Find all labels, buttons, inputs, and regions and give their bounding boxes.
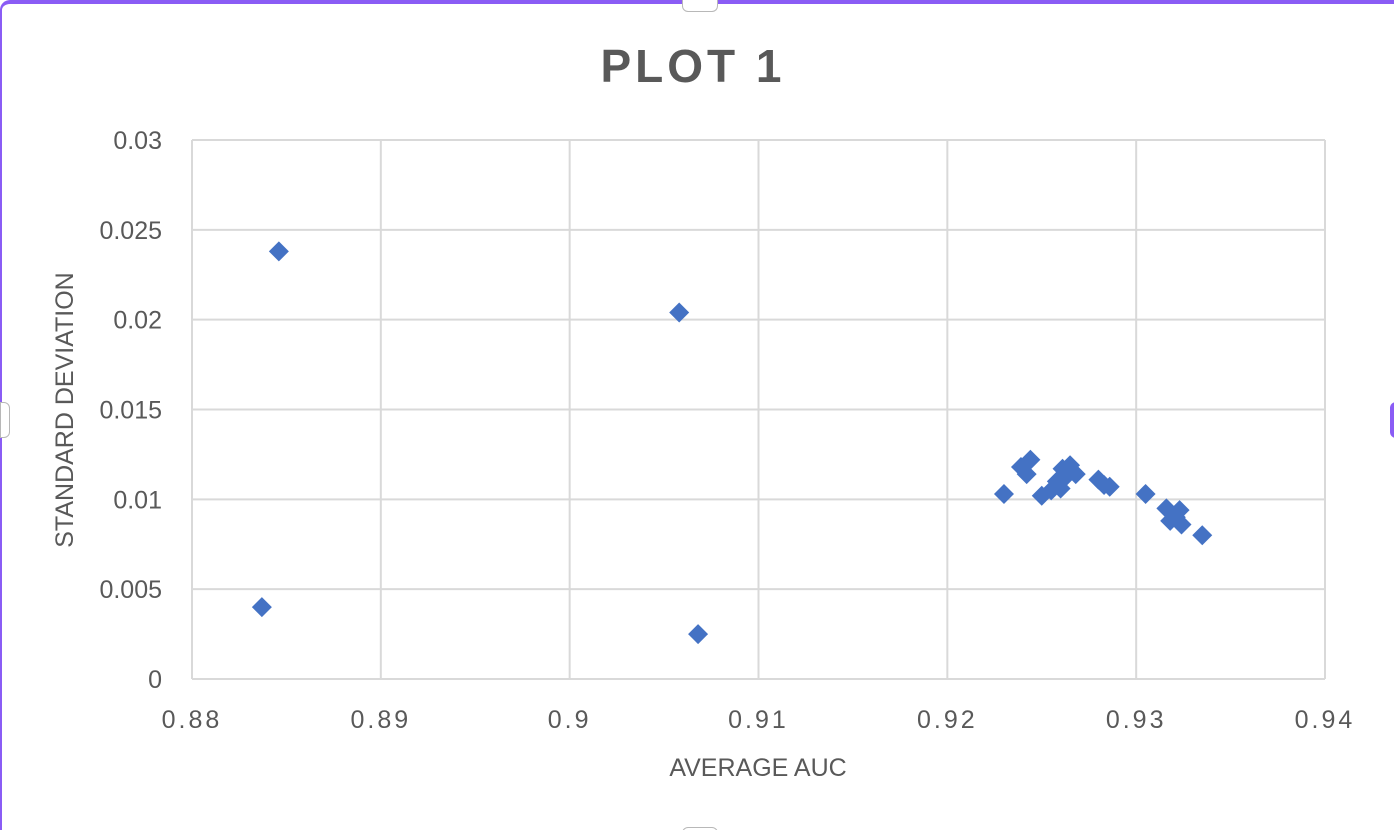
resize-handle-right[interactable] [1390,402,1394,438]
x-axis-ticks: 0.88 0.89 0.9 0.91 0.92 0.93 0.94 [162,706,1356,734]
data-point [688,624,709,645]
y-tick-label: 0.01 [113,486,162,514]
x-tick-label: 0.92 [917,706,978,734]
data-point [251,597,272,618]
chart-title: PLOT 1 [600,40,785,92]
y-tick-label: 0.025 [99,217,162,245]
resize-handle-top[interactable] [682,0,718,12]
data-points [251,241,1213,645]
x-tick-label: 0.91 [728,706,789,734]
data-point [1135,483,1156,504]
data-point [1171,514,1192,535]
grid [191,139,1326,680]
resize-handle-left[interactable] [0,402,10,438]
data-point [993,483,1014,504]
x-tick-label: 0.89 [350,706,411,734]
x-tick-label: 0.94 [1295,706,1356,734]
data-point [1065,464,1086,485]
data-point [669,302,690,323]
y-tick-label: 0.005 [99,576,162,604]
y-tick-label: 0.03 [113,127,162,155]
data-point [1169,500,1190,521]
x-tick-label: 0.9 [548,706,592,734]
y-axis-ticks: 0 0.005 0.01 0.015 0.02 0.025 0.03 [99,127,162,694]
x-tick-label: 0.88 [162,706,223,734]
x-tick-label: 0.93 [1106,706,1167,734]
y-tick-label: 0.015 [99,397,162,425]
data-point [1020,449,1041,470]
data-point [268,241,289,262]
data-point [1016,464,1037,485]
data-point [1192,525,1213,546]
y-tick-label: 0 [148,666,162,694]
data-point [1099,476,1120,497]
x-axis-title: AVERAGE AUC [669,754,846,782]
y-tick-label: 0.02 [113,307,162,335]
data-point [1010,456,1031,477]
y-axis-title: STANDARD DEVIATION [51,272,79,548]
